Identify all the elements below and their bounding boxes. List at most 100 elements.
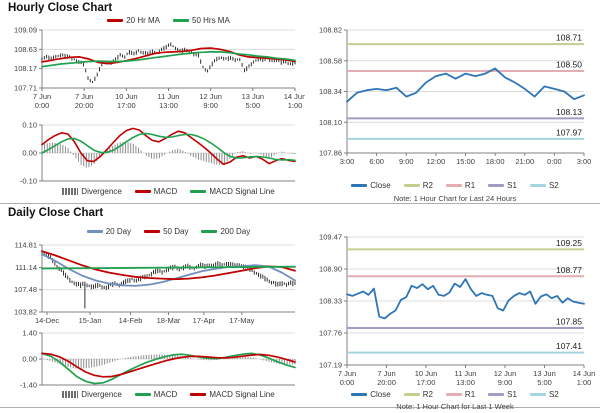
svg-text:20:00: 20:00 xyxy=(377,378,396,387)
svg-text:21:00: 21:00 xyxy=(515,157,534,166)
svg-text:107.76: 107.76 xyxy=(319,329,342,338)
hourly-macd-legend: Divergence MACD MACD Signal Line xyxy=(42,187,295,196)
svg-text:108.10: 108.10 xyxy=(319,118,342,127)
svg-text:7 Jun: 7 Jun xyxy=(338,369,356,378)
hourly-ma-legend: 20 Hr MA 50 Hrs MA xyxy=(42,16,295,25)
svg-text:13 Jun: 13 Jun xyxy=(533,369,556,378)
svg-text:108.13: 108.13 xyxy=(556,107,582,117)
svg-text:1.40: 1.40 xyxy=(22,329,37,338)
svg-text:18-Mar: 18-Mar xyxy=(157,316,181,325)
svg-text:108.50: 108.50 xyxy=(556,60,582,70)
line-swatch-icon xyxy=(351,393,368,396)
legend-label: R1 xyxy=(464,390,476,399)
line-swatch-icon xyxy=(445,393,462,396)
line-swatch-icon xyxy=(173,19,189,22)
legend-label: R2 xyxy=(422,390,433,399)
svg-text:11 Jun: 11 Jun xyxy=(158,92,180,101)
pivot-1w-note: Note: 1 Hour Chart for Last 1 Week xyxy=(396,402,514,411)
svg-text:5:00: 5:00 xyxy=(246,101,261,110)
legend-label: R2 xyxy=(422,181,433,190)
svg-text:12 Jun: 12 Jun xyxy=(199,92,222,101)
legend-item: MACD xyxy=(134,390,178,399)
svg-text:15:00: 15:00 xyxy=(456,157,475,166)
line-swatch-icon xyxy=(529,184,546,187)
legend-label: S2 xyxy=(548,390,559,399)
line-swatch-icon xyxy=(107,19,124,22)
svg-text:15-Jan: 15-Jan xyxy=(79,316,102,325)
daily-macd-legend: Divergence MACD MACD Signal Line xyxy=(42,390,295,399)
svg-text:107.19: 107.19 xyxy=(319,361,342,370)
top-row: Hourly Close Chart 20 Hr MA 50 Hrs MA 109… xyxy=(0,0,600,204)
divergence-bars-icon xyxy=(62,188,79,195)
line-swatch-icon xyxy=(351,184,368,187)
legend-item: R1 xyxy=(445,181,476,190)
line-swatch-icon xyxy=(488,393,505,396)
legend-item: Divergence xyxy=(62,390,122,399)
svg-text:107.48: 107.48 xyxy=(14,285,37,294)
svg-text:5:00: 5:00 xyxy=(537,378,552,387)
legend-item: 50 Day xyxy=(144,227,188,236)
legend-item: 20 Hr MA xyxy=(107,16,160,25)
legend-label: 50 Day xyxy=(163,227,189,236)
legend-label: MACD xyxy=(153,187,178,196)
hourly-close-panel: Hourly Close Chart 20 Hr MA 50 Hrs MA 109… xyxy=(0,0,305,203)
svg-text:-0.10: -0.10 xyxy=(20,177,37,186)
svg-text:7 Jun: 7 Jun xyxy=(377,369,395,378)
svg-text:10 Jun: 10 Jun xyxy=(115,92,138,101)
svg-text:10 Jun: 10 Jun xyxy=(415,369,438,378)
daily-ma-legend: 20 Day 50 Day 200 Day xyxy=(42,227,295,236)
svg-text:13 Jun: 13 Jun xyxy=(242,92,265,101)
svg-text:12:00: 12:00 xyxy=(426,157,445,166)
line-swatch-icon xyxy=(488,184,505,187)
daily-close-panel: Daily Close Chart 20 Day 50 Day 200 Day 11… xyxy=(0,204,305,407)
legend-label: R1 xyxy=(464,181,476,190)
svg-text:108.58: 108.58 xyxy=(319,56,342,65)
daily-macd-chart: 1.40 0.00 -1.40 xyxy=(20,329,296,389)
svg-text:13:00: 13:00 xyxy=(456,378,475,387)
svg-text:103.82: 103.82 xyxy=(14,308,37,317)
bottom-row: Daily Close Chart 20 Day 50 Day 200 Day 11… xyxy=(0,204,600,411)
pivot-24h-legend: Close R2 R1 S1 S2 xyxy=(330,181,580,190)
line-swatch-icon xyxy=(529,393,546,396)
legend-item: S2 xyxy=(529,390,559,399)
line-swatch-icon xyxy=(201,230,218,233)
line-swatch-icon xyxy=(134,190,151,193)
svg-text:9:00: 9:00 xyxy=(203,101,218,110)
svg-text:1:00: 1:00 xyxy=(577,378,592,387)
svg-text:17:00: 17:00 xyxy=(117,101,136,110)
svg-text:0.00: 0.00 xyxy=(22,355,37,364)
svg-text:109.25: 109.25 xyxy=(556,238,582,248)
svg-text:17-Apr: 17-Apr xyxy=(193,316,216,325)
pivot-1w-legend: Close R2 R1 S1 S2 xyxy=(330,390,580,399)
legend-label: Divergence xyxy=(81,187,122,196)
svg-text:12 Jun: 12 Jun xyxy=(494,369,517,378)
pivot-24h-panel: 108.82 108.58 108.34 108.10 107.86 3:00 6:00 9:… xyxy=(305,0,600,204)
legend-item: 20 Day xyxy=(86,227,131,236)
line-swatch-icon xyxy=(144,230,161,233)
svg-text:9:00: 9:00 xyxy=(498,378,513,387)
legend-label: MACD Signal Line xyxy=(209,187,275,196)
legend-item: MACD Signal Line xyxy=(190,390,275,399)
svg-text:14 Jun: 14 Jun xyxy=(573,369,596,378)
legend-label: Close xyxy=(370,390,391,399)
svg-text:107.86: 107.86 xyxy=(319,149,342,158)
line-swatch-icon xyxy=(86,230,103,233)
svg-text:11 Jun: 11 Jun xyxy=(455,369,477,378)
svg-text:108.77: 108.77 xyxy=(556,265,582,275)
svg-text:108.34: 108.34 xyxy=(319,87,342,96)
legend-item: S2 xyxy=(529,181,559,190)
svg-text:17:00: 17:00 xyxy=(417,378,436,387)
legend-item: R2 xyxy=(403,390,433,399)
line-swatch-icon xyxy=(403,184,420,187)
legend-label: S1 xyxy=(507,390,517,399)
svg-text:13:00: 13:00 xyxy=(159,101,178,110)
hourly-macd-chart: 0.10 0.00 -0.10 xyxy=(20,121,296,186)
legend-label: MACD xyxy=(153,390,178,399)
svg-text:7 Jun: 7 Jun xyxy=(75,92,93,101)
hourly-chart-title: Hourly Close Chart xyxy=(8,2,113,14)
svg-text:3:00: 3:00 xyxy=(577,157,592,166)
